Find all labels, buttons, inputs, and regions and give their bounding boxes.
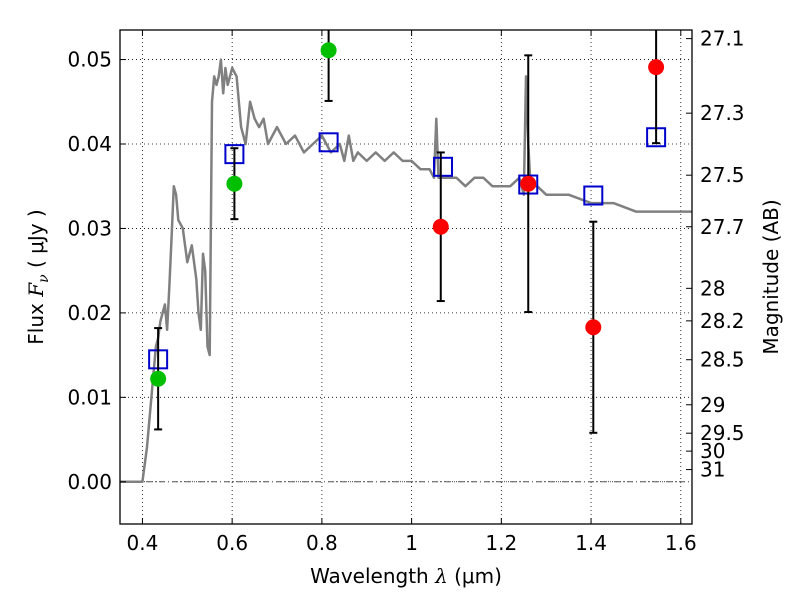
y2-tick-label: 28 (700, 276, 725, 300)
y-tick-label: 0.01 (67, 385, 112, 409)
x-tick-label: 1 (405, 531, 418, 555)
model-flux-box (433, 156, 454, 177)
y2-axis-title: Magnitude (AB) (759, 199, 783, 354)
y2-tick-label: 28.5 (700, 348, 745, 372)
y2-tick-label: 31 (700, 458, 725, 482)
y-axis-unit: ( μJy ) (24, 209, 48, 268)
red-data-point (585, 319, 602, 336)
y-axis-title: Flux Fν ( μJy ) (24, 209, 52, 344)
y2-tick-label: 29 (700, 393, 725, 417)
tick-labels: 0.4 0.6 0.8 1 1.2 1.4 1.6 0.00 0.01 0.02 0.03 0.04 0… (67, 27, 744, 555)
x-tick-label: 1.2 (485, 531, 517, 555)
x-axis-unit: (μm) (454, 564, 502, 588)
red-data-point (520, 175, 537, 192)
model-flux-box (318, 132, 339, 153)
y-tick-label: 0.03 (67, 216, 112, 240)
y2-tick-label: 27.1 (700, 27, 745, 51)
x-tick-label: 0.4 (127, 531, 159, 555)
green-data-point (320, 42, 337, 59)
red-data-point (432, 218, 449, 235)
ticks (120, 30, 692, 524)
y-axis-subscript: ν (36, 274, 52, 283)
x-tick-label: 0.6 (216, 531, 248, 555)
grid (120, 30, 692, 524)
green-data-point (226, 175, 243, 192)
y-tick-label: 0.04 (67, 132, 112, 156)
model-flux-box (583, 185, 604, 206)
y-tick-label: 0.00 (67, 470, 112, 494)
data-layer (120, 30, 692, 484)
x-tick-label: 1.4 (575, 531, 607, 555)
red-data-point (648, 59, 665, 76)
x-tick-label: 0.8 (306, 531, 338, 555)
y2-tick-label: 28.2 (700, 309, 745, 333)
y2-tick-label: 27.7 (700, 215, 745, 239)
y-tick-label: 0.05 (67, 48, 112, 72)
y2-tick-label: 27.3 (700, 101, 745, 125)
y2-tick-label: 29.5 (700, 421, 745, 445)
plot-area (120, 30, 692, 484)
x-axis-title: Wavelength λ (μm) (310, 564, 502, 588)
green-data-point (150, 370, 167, 387)
x-tick-label: 1.6 (665, 531, 697, 555)
y-tick-label: 0.02 (67, 301, 112, 325)
plot-frame (119, 29, 693, 525)
y2-tick-label: 27.5 (700, 163, 745, 187)
y2-tick-label: 30 (700, 439, 725, 463)
x-axis-symbol: λ (434, 564, 448, 588)
y-axis-symbol: F (24, 282, 48, 298)
